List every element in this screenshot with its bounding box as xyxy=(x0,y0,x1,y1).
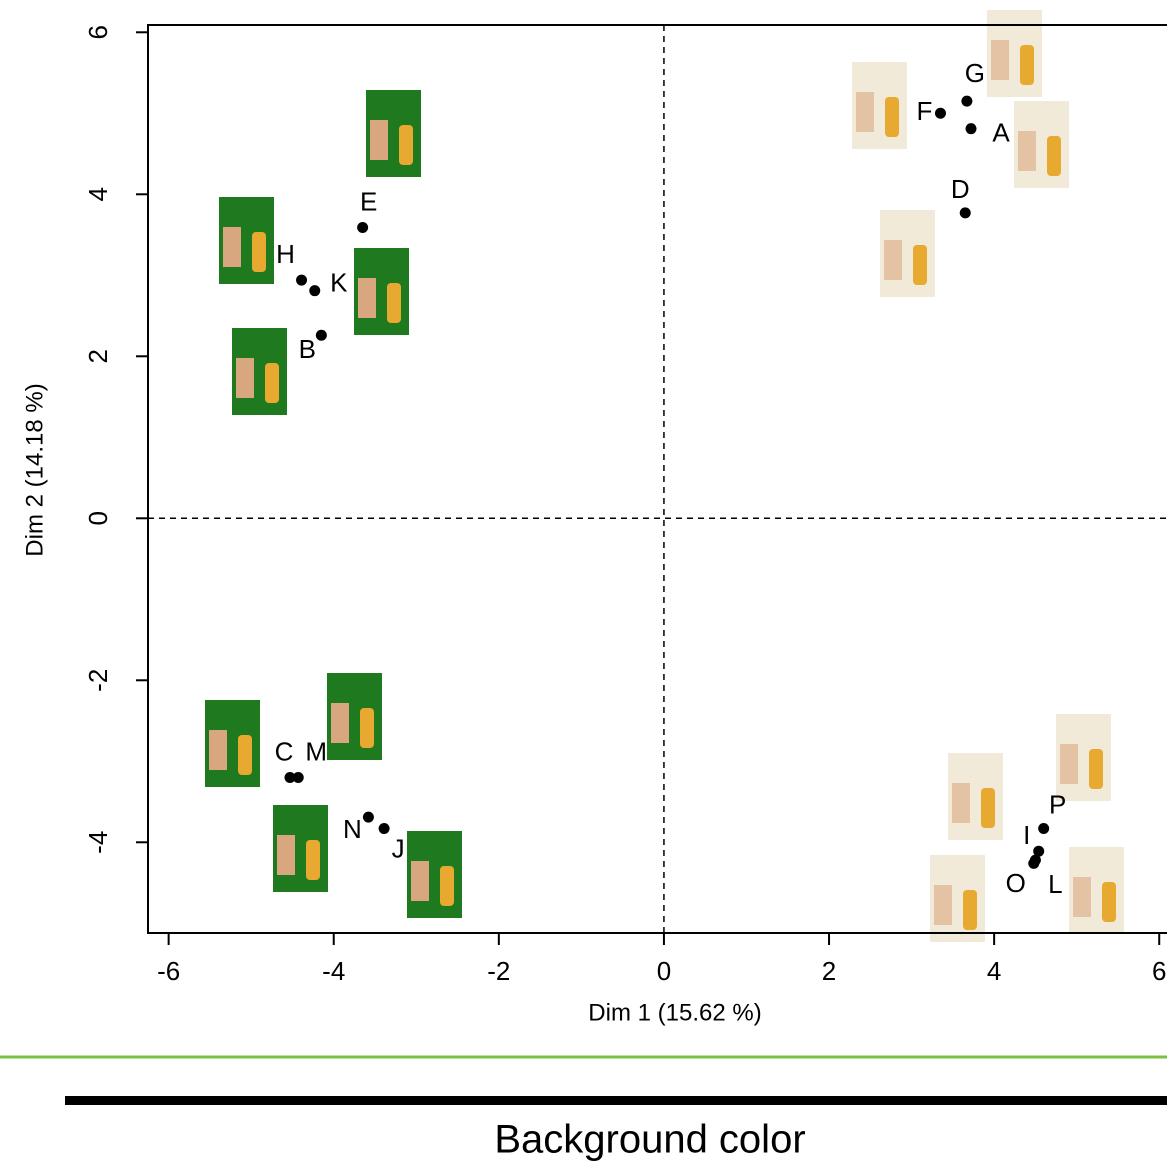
poster-face xyxy=(277,835,295,875)
point xyxy=(296,275,307,286)
point-label: E xyxy=(360,186,377,216)
point xyxy=(1030,855,1041,866)
point xyxy=(961,96,972,107)
poster-bottle xyxy=(265,363,279,403)
point xyxy=(960,207,971,218)
poster-face xyxy=(991,40,1009,80)
chart: Dim 1 (15.62 %) Dim 2 (14.18 %) Backgrou… xyxy=(0,0,1167,1167)
point xyxy=(357,222,368,233)
poster-bottle xyxy=(1020,45,1034,85)
point-label: D xyxy=(951,174,970,204)
point-label: M xyxy=(305,736,327,766)
x-axis-title: Dim 1 (15.62 %) xyxy=(588,999,761,1026)
point xyxy=(935,108,946,119)
poster-face xyxy=(952,783,970,823)
poster-bottle xyxy=(252,232,266,272)
poster-face xyxy=(358,278,376,318)
poster-face xyxy=(884,240,902,280)
poster-face xyxy=(934,885,952,925)
y-tick-label: 4 xyxy=(83,187,113,201)
point-label: G xyxy=(965,58,985,88)
x-tick-label: 4 xyxy=(987,956,1001,986)
poster-bottle xyxy=(306,840,320,880)
poster-bottle xyxy=(1102,882,1116,922)
poster-bottle xyxy=(238,735,252,775)
poster-bottle xyxy=(1047,136,1061,176)
point-label: K xyxy=(330,268,348,298)
poster-face xyxy=(1060,744,1078,784)
x-tick-label: -2 xyxy=(487,956,510,986)
point-label: C xyxy=(275,736,294,766)
point-label: O xyxy=(1006,868,1026,898)
x-tick-label: 0 xyxy=(657,956,671,986)
poster-face xyxy=(411,861,429,901)
poster-bottle xyxy=(1089,749,1103,789)
x-tick-label: -6 xyxy=(157,956,180,986)
x-tick-label: 6 xyxy=(1152,956,1166,986)
point-label: J xyxy=(392,833,405,863)
y-tick-label: -4 xyxy=(83,831,113,854)
point-label: I xyxy=(1023,820,1030,850)
poster-bottle xyxy=(399,125,413,165)
point-label: B xyxy=(299,334,316,364)
poster-bottle xyxy=(440,866,454,906)
y-axis-title: Dim 2 (14.18 %) xyxy=(21,383,48,556)
poster-face xyxy=(223,227,241,267)
poster-bottle xyxy=(360,708,374,748)
poster-face xyxy=(1073,877,1091,917)
x-tick-label: -4 xyxy=(322,956,345,986)
y-tick-label: 0 xyxy=(83,511,113,525)
point-label: H xyxy=(276,239,295,269)
poster-bottle xyxy=(913,245,927,285)
point xyxy=(309,285,320,296)
point xyxy=(379,823,390,834)
point xyxy=(293,772,304,783)
y-tick-label: 2 xyxy=(83,349,113,363)
point-label: N xyxy=(343,814,362,844)
poster-bottle xyxy=(963,890,977,930)
y-tick-label: 6 xyxy=(83,25,113,39)
footer-text: Background color xyxy=(494,1118,805,1162)
poster-bottle xyxy=(981,788,995,828)
black-bar xyxy=(65,1096,1167,1105)
point xyxy=(363,812,374,823)
point xyxy=(316,330,327,341)
point-label: L xyxy=(1048,869,1062,899)
x-tick-label: 2 xyxy=(822,956,836,986)
y-tick-label: -2 xyxy=(83,669,113,692)
poster-face xyxy=(209,730,227,770)
poster-face xyxy=(331,703,349,743)
poster-bottle xyxy=(885,97,899,137)
poster-face xyxy=(856,92,874,132)
poster-face xyxy=(1018,131,1036,171)
point xyxy=(1038,823,1049,834)
poster-face xyxy=(370,120,388,160)
point-label: A xyxy=(992,118,1010,148)
point-label: P xyxy=(1049,789,1066,819)
point-label: F xyxy=(917,96,933,126)
poster-bottle xyxy=(387,283,401,323)
point xyxy=(966,123,977,134)
poster-face xyxy=(236,358,254,398)
